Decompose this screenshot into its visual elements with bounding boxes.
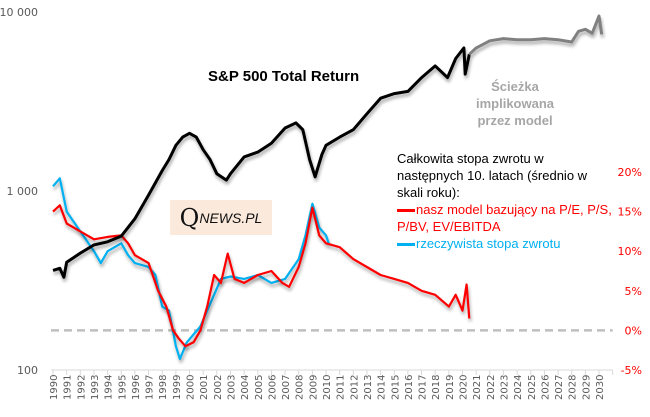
x-tick-label: 2009	[308, 375, 319, 400]
legend-swatch-blue	[397, 243, 415, 247]
x-tick-label: 2030	[595, 375, 606, 400]
x-tick-label: 1990	[49, 375, 60, 400]
x-tick-label: 2011	[336, 375, 347, 400]
x-tick-label: 1997	[145, 375, 156, 400]
x-tick-label: 2018	[431, 375, 442, 400]
x-tick-label: 2026	[540, 375, 551, 400]
right-tick-label: 15%	[618, 206, 642, 219]
x-tick-label: 2008	[295, 375, 306, 400]
left-tick-label: 100	[17, 364, 38, 377]
x-tick-label: 2006	[267, 375, 278, 400]
x-tick-label: 2003	[226, 375, 237, 400]
right-tick-label: -5%	[621, 364, 642, 377]
x-tick-label: 2029	[581, 375, 592, 400]
right-tick-label: 20%	[618, 166, 642, 179]
legend-actual-label: rzeczywista stopa zwrotu	[416, 236, 561, 251]
left-tick-label: 10 000	[0, 6, 38, 19]
series-line-implied-path	[468, 14, 604, 56]
series-line-model-return	[52, 204, 471, 348]
x-tick-label: 1991	[63, 375, 74, 400]
x-tick-label: 2014	[377, 375, 388, 400]
qnews-watermark-logo: Q NEWS.PL	[170, 200, 272, 235]
implied-path-line2: przez model	[477, 113, 553, 128]
series-line-sp500	[52, 46, 471, 279]
x-tick-label: 2023	[499, 375, 510, 400]
implied-path-annotation: Ścieżka implikowana przez model	[455, 78, 575, 129]
x-tick-label: 1996	[131, 375, 142, 400]
left-tick-label: 1 000	[7, 185, 39, 198]
x-tick-label: 2022	[486, 375, 497, 400]
x-tick-label: 2025	[527, 375, 538, 400]
x-tick-label: 2001	[199, 375, 210, 400]
x-tick-label: 2013	[363, 375, 374, 400]
x-tick-label: 2002	[213, 375, 224, 400]
x-tick-label: 2024	[513, 375, 524, 400]
x-tick-label: 1995	[117, 375, 128, 400]
logo-q: Q	[179, 203, 200, 232]
x-tick-label: 2021	[472, 375, 483, 400]
x-tick-label: 2017	[418, 375, 429, 400]
x-tick-label: 2005	[254, 375, 265, 400]
legend: Całkowita stopa zwrotu w następnych 10. …	[397, 150, 612, 252]
chart-title: S&P 500 Total Return	[208, 68, 360, 85]
x-tick-label: 2000	[186, 375, 197, 400]
x-tick-label: 2007	[281, 375, 292, 400]
legend-heading: Całkowita stopa zwrotu w następnych 10. …	[397, 151, 588, 200]
legend-item-actual: rzeczywista stopa zwrotu	[397, 235, 612, 252]
x-tick-label: 1992	[76, 375, 87, 400]
series-line-actual-return	[52, 177, 330, 360]
implied-path-line1: Ścieżka implikowana	[475, 79, 555, 111]
x-tick-label: 2019	[445, 375, 456, 400]
legend-model-label: nasz model bazujący na P/E, P/S, P/BV, E…	[397, 202, 612, 234]
x-tick-label: 2016	[404, 375, 415, 400]
legend-item-model: nasz model bazujący na P/E, P/S, P/BV, E…	[397, 201, 612, 235]
x-tick-label: 2012	[349, 375, 360, 400]
legend-swatch-red	[397, 209, 415, 213]
x-tick-label: 2015	[390, 375, 401, 400]
x-tick-label: 1994	[104, 375, 115, 400]
x-tick-label: 2010	[322, 375, 333, 400]
right-tick-label: 5%	[625, 285, 642, 298]
x-tick-label: 2004	[240, 375, 251, 400]
x-tick-label: 1998	[158, 375, 169, 400]
right-tick-label: 0%	[625, 324, 642, 337]
x-tick-label: 1993	[90, 375, 101, 400]
right-tick-label: 10%	[618, 245, 642, 258]
logo-rest: NEWS.PL	[199, 209, 263, 226]
x-tick-label: 2028	[568, 375, 579, 400]
x-tick-label: 2020	[459, 375, 470, 400]
x-tick-label: 2027	[554, 375, 565, 400]
logo-text: NEWS.PL	[199, 210, 262, 226]
x-tick-label: 1999	[172, 375, 183, 400]
